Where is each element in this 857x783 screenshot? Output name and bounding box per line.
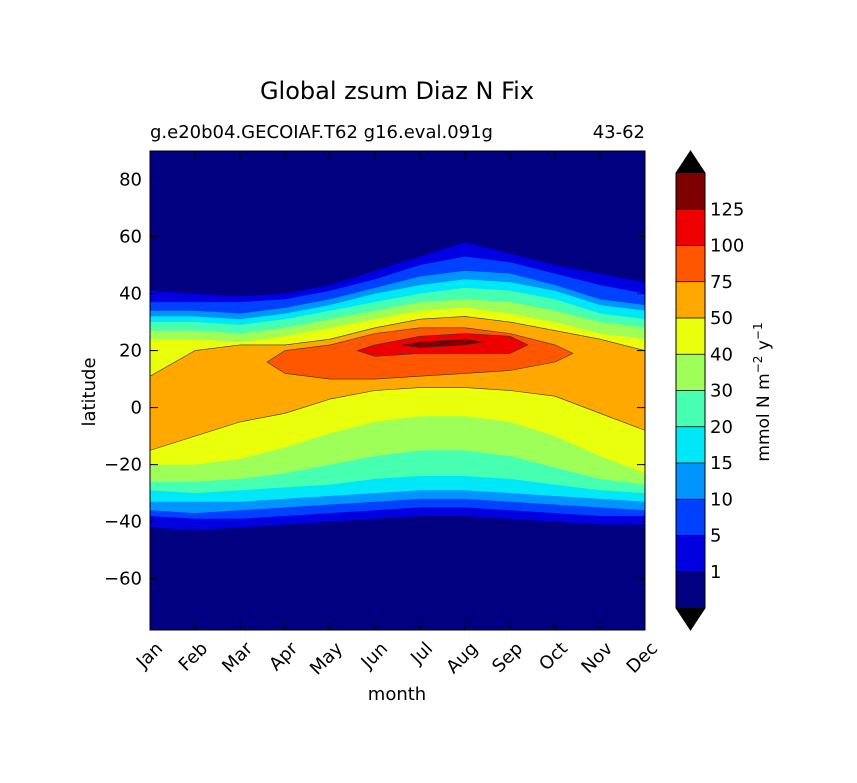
- y-tick-label: 60: [119, 227, 142, 248]
- colorbar-band: [676, 535, 705, 572]
- colorbar-band: [676, 499, 705, 536]
- chart-title: Global zsum Diaz N Fix: [260, 77, 534, 105]
- colorbar-label-exp1: −2: [751, 356, 765, 374]
- chart-subtitle-left: g.e20b04.GECOIAF.T62 g16.eval.091g: [150, 122, 493, 143]
- colorbar-band: [676, 426, 705, 463]
- contour-band-above-125: [401, 338, 484, 349]
- colorbar-extend-under: [676, 608, 705, 630]
- colorbar-tick-label: 75: [710, 272, 733, 293]
- x-tick-label: Sep: [488, 638, 527, 677]
- colorbar-label-main: mmol N m: [754, 373, 774, 461]
- colorbar-band: [676, 209, 705, 246]
- colorbar-label-exp2: −1: [751, 322, 765, 340]
- colorbar-tick-label: 20: [710, 417, 733, 438]
- x-tick-label: Feb: [175, 638, 212, 675]
- colorbar-label-mid: y: [754, 340, 774, 355]
- x-tick-label: Aug: [442, 638, 482, 678]
- x-tick-label: Jun: [357, 638, 392, 673]
- colorbar-band: [676, 245, 705, 282]
- colorbar-band: [676, 390, 705, 427]
- x-tick-label: Nov: [577, 638, 617, 678]
- colorbar-extend-over: [676, 151, 705, 173]
- x-tick-label: Dec: [623, 638, 662, 677]
- y-tick-label: −40: [104, 512, 142, 533]
- x-tick-label: Jan: [132, 638, 167, 673]
- colorbar-tick-label: 30: [710, 381, 733, 402]
- y-tick-label: 0: [131, 398, 142, 419]
- y-axis: −60 −40 −20 0 20 40 60 80: [104, 170, 645, 590]
- y-tick-label: 40: [119, 284, 142, 305]
- plot-area: [150, 151, 645, 630]
- colorbar-tick-label: 5: [710, 526, 721, 547]
- colorbar-band: [676, 318, 705, 355]
- y-tick-label: 80: [119, 170, 142, 191]
- colorbar-tick-label: 40: [710, 344, 733, 365]
- y-tick-label: 20: [119, 341, 142, 362]
- y-axis-label: latitude: [79, 357, 100, 426]
- colorbar-band: [676, 281, 705, 318]
- colorbar-tick-label: 50: [710, 308, 733, 329]
- x-tick-label: Jul: [406, 638, 437, 669]
- x-axis-label: month: [368, 684, 426, 705]
- colorbar-tick-label: 1: [710, 562, 721, 583]
- colorbar-band: [676, 354, 705, 391]
- colorbar-tick-label: 125: [710, 199, 744, 220]
- colorbar-band: [676, 463, 705, 500]
- colorbar-tick-label: 15: [710, 453, 733, 474]
- colorbar-band: [676, 571, 705, 608]
- colorbar-tick-label: 10: [710, 489, 733, 510]
- colorbar-band: [676, 173, 705, 210]
- y-tick-label: −60: [104, 569, 142, 590]
- x-tick-label: May: [306, 638, 347, 679]
- colorbar-tick-label: 100: [710, 236, 744, 257]
- chart-subtitle-right: 43-62: [593, 122, 645, 143]
- colorbar-label: mmol N m−2 y−1: [751, 322, 774, 461]
- y-tick-label: −20: [104, 455, 142, 476]
- colorbar-outline: [675, 150, 706, 631]
- x-tick-label: Oct: [535, 638, 572, 675]
- x-tick-label: Mar: [218, 638, 257, 677]
- x-tick-label: Apr: [265, 638, 302, 675]
- plot-frame: [149, 150, 646, 631]
